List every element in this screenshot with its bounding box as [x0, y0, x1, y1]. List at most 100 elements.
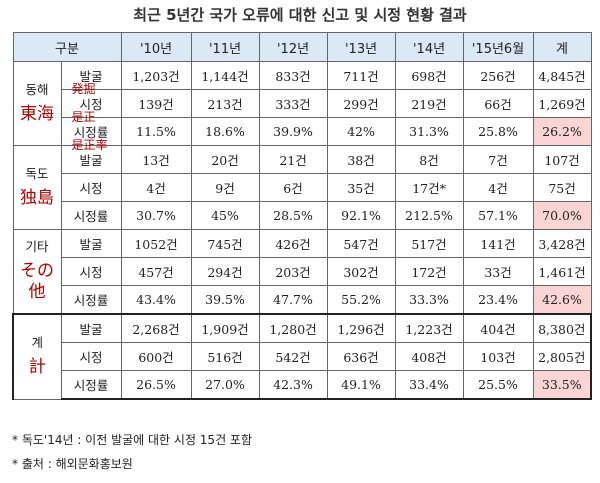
- footnotes: * 독도'14년 : 이전 발굴에 대한 시정 15건 포함 * 출처 : 해외…: [12, 428, 252, 476]
- value-cell: 7건: [462, 145, 534, 174]
- value-cell: 38건: [326, 145, 396, 174]
- value-cell: 1,144건: [190, 61, 260, 90]
- value-cell: 31.3%: [394, 117, 464, 146]
- table-row: 시정률 是正率 11.5% 18.6% 39.9% 42% 31.3% 25.8% 26.2%: [13, 117, 592, 152]
- total-cell: 33.5%: [532, 370, 593, 400]
- row-label-text: 발굴: [79, 69, 103, 84]
- row-label-text: 발굴: [79, 153, 103, 168]
- row-label: 시정률 是正率: [60, 117, 122, 152]
- value-cell: 302건: [326, 257, 396, 286]
- row-label: 시정: [60, 173, 122, 202]
- total-cell: 1,461건: [532, 257, 592, 286]
- row-label-text: 발굴: [79, 237, 103, 252]
- value-cell: 333건: [258, 89, 328, 118]
- total-cell: 75건: [532, 173, 592, 202]
- value-cell: 42.3%: [258, 370, 328, 400]
- value-cell: 542건: [258, 342, 328, 371]
- group-name: 계: [31, 335, 43, 351]
- group-annotation: 独島: [20, 187, 54, 208]
- value-cell: 833건: [258, 61, 328, 90]
- value-cell: 4건: [462, 173, 534, 202]
- value-cell: 27.0%: [190, 370, 260, 400]
- value-cell: 1,280건: [258, 313, 328, 343]
- value-cell: 21건: [258, 145, 328, 174]
- table-row: 독도 独島 발굴 13건 20건 21건 38건 8건 7건 107건: [12, 145, 592, 230]
- total-cell: 4,845건: [532, 61, 592, 90]
- group-label: 독도 独島: [12, 145, 62, 230]
- value-cell: 26.5%: [120, 370, 192, 400]
- statistics-table: 구분 '10년 '11년 '12년 '13년 '14년 '15년6월 계 동해 東…: [12, 32, 593, 400]
- total-cell: 1,269건: [532, 89, 592, 118]
- value-cell: 516건: [190, 342, 260, 371]
- value-cell: 42%: [326, 117, 396, 146]
- row-label: 발굴: [60, 229, 122, 258]
- group-name: 독도: [25, 166, 49, 182]
- value-cell: 404건: [462, 313, 534, 343]
- row-label: 시정: [60, 342, 122, 371]
- row-label-text: 시정률: [73, 209, 109, 224]
- table-row: 시정률 30.7% 45% 28.5% 92.1% 212.5% 57.1% 70.0%: [13, 201, 592, 230]
- table-row: 시정 是正 139건 213건 333건 299건 219건 66건 1,269건: [13, 89, 592, 124]
- value-cell: 6건: [258, 173, 328, 202]
- group-name: 기타: [25, 239, 49, 255]
- value-cell: 18.6%: [190, 117, 260, 146]
- table-row: 시정 600건 516건 542건 636건 408건 103건 2,805건: [13, 342, 593, 371]
- value-cell: 172건: [394, 257, 464, 286]
- value-cell: 457건: [120, 257, 192, 286]
- value-cell: 47.7%: [258, 285, 328, 315]
- value-cell: 698건: [394, 61, 464, 90]
- value-cell: 426건: [258, 229, 328, 258]
- row-label-text: 시정: [79, 181, 103, 196]
- value-cell: 141건: [462, 229, 534, 258]
- group-annotation: その他: [20, 261, 54, 303]
- table-row: 시정 457건 294건 203건 302건 172건 33건 1,461건: [13, 257, 592, 286]
- value-cell: 600건: [120, 342, 192, 371]
- row-label-text: 시정률: [73, 125, 109, 140]
- row-label-text: 시정률: [73, 378, 109, 393]
- value-cell: 43.4%: [120, 285, 192, 315]
- row-label: 시정률: [60, 201, 122, 230]
- table-row: 시정률 43.4% 39.5% 47.7% 55.2% 33.3% 23.4% 42.6%: [13, 285, 592, 315]
- row-label-text: 시정: [79, 97, 103, 112]
- value-cell: 517건: [394, 229, 464, 258]
- value-cell: 547건: [326, 229, 396, 258]
- value-cell: 636건: [326, 342, 396, 371]
- row-label-text: 시정: [79, 350, 103, 365]
- value-cell: 1052건: [120, 229, 192, 258]
- value-cell: 1,223건: [394, 313, 464, 343]
- group-label: 동해 東海: [12, 61, 62, 146]
- value-cell: 25.5%: [462, 370, 534, 400]
- header-category: 구분: [12, 32, 122, 62]
- group-annotation: 東海: [20, 103, 54, 124]
- total-cell: 42.6%: [532, 285, 592, 315]
- value-cell: 4건: [120, 173, 192, 202]
- row-label: 발굴: [60, 313, 122, 343]
- row-label: 시정 是正: [60, 89, 122, 124]
- value-cell: 28.5%: [258, 201, 328, 230]
- footnote-source: * 출처 : 해외문화홍보원: [12, 457, 133, 471]
- total-cell: 3,428건: [532, 229, 592, 258]
- total-cell: 8,380건: [532, 313, 593, 343]
- value-cell: 25.8%: [462, 117, 534, 146]
- header-2010: '10년: [120, 32, 192, 62]
- value-cell: 57.1%: [462, 201, 534, 230]
- total-cell: 107건: [532, 145, 592, 174]
- value-cell: 92.1%: [326, 201, 396, 230]
- table-row: 계 計 발굴 2,268건 1,909건 1,280건 1,296건 1,223건 404건 8,…: [12, 313, 593, 400]
- row-label: 시정률: [60, 370, 122, 400]
- group-label: 기타 その他: [12, 229, 62, 315]
- value-cell: 212.5%: [394, 201, 464, 230]
- total-cell: 70.0%: [532, 201, 592, 230]
- value-cell: 139건: [120, 89, 192, 118]
- value-cell: 299건: [326, 89, 396, 118]
- value-cell: 8건: [394, 145, 464, 174]
- row-label-text: 시정률: [73, 293, 109, 308]
- header-total: 계: [532, 32, 592, 62]
- value-cell: 45%: [190, 201, 260, 230]
- table-row: 시정률 26.5% 27.0% 42.3% 49.1% 33.4% 25.5% 33.5%: [13, 370, 593, 400]
- value-cell: 1,296건: [326, 313, 396, 343]
- row-label: 시정: [60, 257, 122, 286]
- table-row: 기타 その他 발굴 1052건 745건 426건 547건 517건 141건 3,428건: [12, 229, 592, 315]
- value-cell: 39.5%: [190, 285, 260, 315]
- value-cell: 35건: [326, 173, 396, 202]
